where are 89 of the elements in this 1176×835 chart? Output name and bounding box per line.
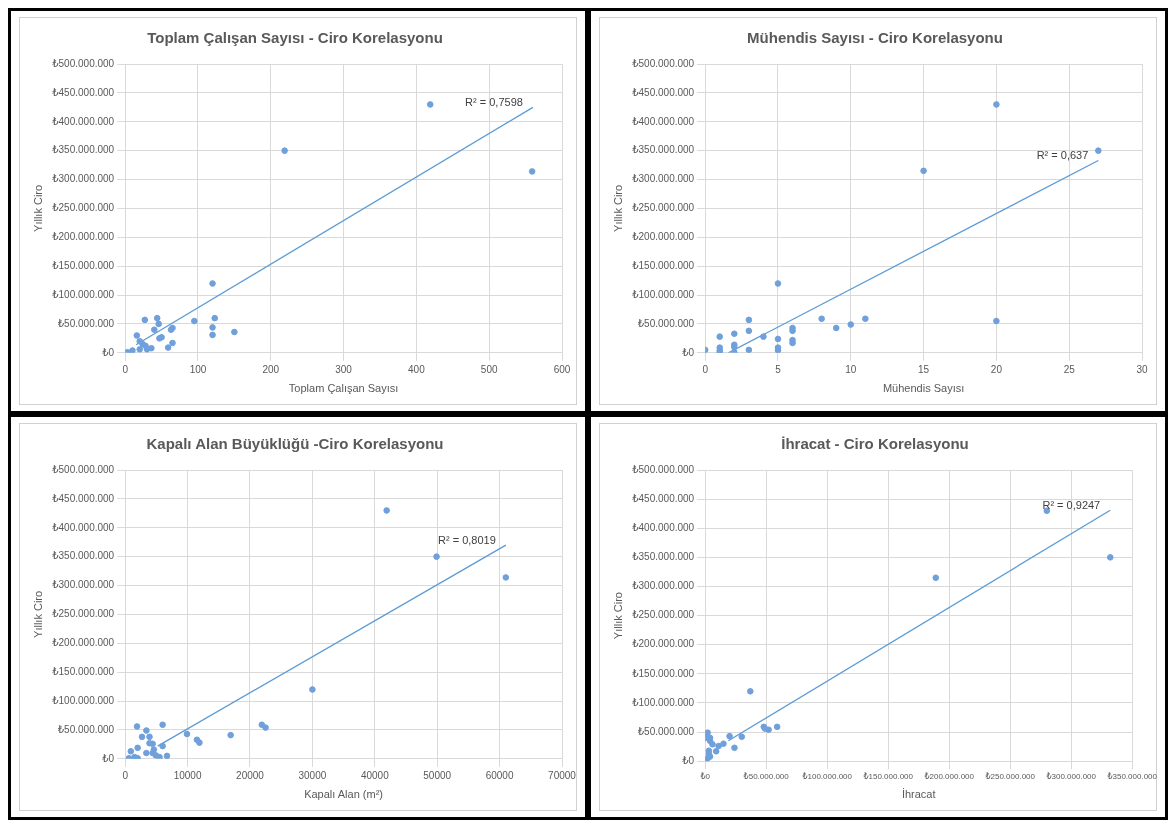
- y-tick-label: ₺300.000.000: [632, 580, 695, 592]
- x-tick-label: 30: [1136, 363, 1148, 375]
- y-tick-label: ₺500.000.000: [632, 463, 695, 475]
- y-tick-label: ₺450.000.000: [632, 492, 695, 504]
- y-axis-title: Yıllık Ciro: [611, 184, 624, 232]
- y-axis-title: Yıllık Ciro: [611, 592, 624, 640]
- x-tick-label: ₺200.000.000: [924, 772, 975, 782]
- x-tick-label: ₺50.000.000: [743, 772, 790, 782]
- y-tick-label: ₺50.000.000: [57, 317, 115, 329]
- y-tick-label: ₺200.000.000: [52, 637, 115, 649]
- y-tick-label: ₺400.000.000: [52, 115, 115, 127]
- y-tick-label: ₺500.000.000: [632, 57, 695, 69]
- x-tick-label: 40000: [360, 769, 390, 781]
- x-tick-label: 300: [335, 363, 353, 375]
- x-tick-label: 60000: [485, 769, 514, 781]
- y-tick-label: ₺100.000.000: [52, 288, 115, 300]
- annotation: R² = 0,637: [1036, 149, 1089, 162]
- y-tick-label: ₺0: [682, 754, 695, 766]
- x-tick-label: 500: [480, 363, 498, 375]
- x-tick-label: 30000: [298, 769, 327, 781]
- x-axis-title: Toplam Çalışan Sayısı: [288, 382, 399, 395]
- y-tick-label: ₺100.000.000: [632, 288, 695, 300]
- x-tick-label: 15: [918, 363, 930, 375]
- y-tick-label: ₺300.000.000: [632, 173, 695, 185]
- y-tick-label: ₺500.000.000: [52, 463, 115, 475]
- y-tick-label: ₺250.000.000: [632, 609, 695, 621]
- y-tick-label: ₺100.000.000: [632, 696, 695, 708]
- y-tick-label: ₺150.000.000: [632, 667, 695, 679]
- annotation: R² = 0,8019: [438, 534, 496, 547]
- y-tick-label: ₺50.000.000: [637, 317, 695, 329]
- y-tick-label: ₺150.000.000: [52, 665, 115, 677]
- y-tick-label: ₺250.000.000: [52, 608, 115, 620]
- x-tick-label: 0: [702, 363, 709, 375]
- y-axis-title: Yıllık Ciro: [31, 184, 44, 232]
- y-tick-label: ₺450.000.000: [632, 86, 695, 98]
- y-tick-label: ₺250.000.000: [632, 202, 695, 214]
- x-tick-label: ₺100.000.000: [802, 772, 853, 782]
- x-axis-title: İhracat: [901, 788, 936, 801]
- y-axis-title: Yıllık Ciro: [31, 590, 44, 638]
- x-tick-label: ₺250.000.000: [985, 772, 1036, 782]
- x-tick-label: 25: [1063, 363, 1076, 375]
- chart-title: Toplam Çalışan Sayısı - Ciro Korelasyonu: [147, 29, 443, 47]
- y-tick-label: ₺0: [102, 346, 115, 358]
- y-tick-label: ₺200.000.000: [632, 231, 695, 243]
- y-tick-label: ₺450.000.000: [52, 86, 115, 98]
- x-tick-label: 600: [553, 363, 571, 375]
- y-tick-label: ₺150.000.000: [52, 259, 115, 271]
- y-tick-label: ₺400.000.000: [52, 521, 115, 533]
- x-tick-label: 50000: [423, 769, 452, 781]
- x-tick-label: 10: [845, 363, 857, 375]
- y-tick-label: ₺350.000.000: [632, 551, 695, 563]
- y-tick-label: ₺250.000.000: [52, 202, 115, 214]
- y-tick-label: ₺200.000.000: [632, 638, 695, 650]
- x-tick-label: 400: [408, 363, 426, 375]
- x-tick-label: 0: [122, 769, 129, 781]
- x-tick-label: 20: [990, 363, 1003, 375]
- x-tick-label: 5: [775, 363, 782, 375]
- y-tick-label: ₺100.000.000: [52, 694, 115, 706]
- chart-title: İhracat - Ciro Korelasyonu: [781, 435, 969, 453]
- y-tick-label: ₺300.000.000: [52, 173, 115, 185]
- y-tick-label: ₺450.000.000: [52, 492, 115, 504]
- x-tick-label: 0: [122, 363, 129, 375]
- y-tick-label: ₺400.000.000: [632, 521, 695, 533]
- chart-title: Mühendis Sayısı - Ciro Korelasyonu: [747, 29, 1003, 47]
- y-tick-label: ₺350.000.000: [52, 144, 115, 156]
- x-axis-title: Kapalı Alan (m²): [304, 788, 384, 801]
- y-tick-label: ₺50.000.000: [57, 723, 115, 735]
- x-tick-label: 20000: [236, 769, 265, 781]
- y-tick-label: ₺400.000.000: [632, 115, 695, 127]
- y-tick-label: ₺50.000.000: [637, 725, 695, 737]
- x-tick-label: ₺150.000.000: [863, 772, 914, 782]
- y-tick-label: ₺300.000.000: [52, 579, 115, 591]
- x-tick-label: ₺350.000.000: [1107, 772, 1158, 782]
- y-tick-label: ₺0: [102, 752, 115, 764]
- x-tick-label: 10000: [173, 769, 202, 781]
- y-tick-label: ₺150.000.000: [632, 259, 695, 271]
- y-tick-label: ₺200.000.000: [52, 231, 115, 243]
- x-tick-label: 100: [189, 363, 207, 375]
- y-tick-label: ₺500.000.000: [52, 57, 115, 69]
- x-tick-label: ₺300.000.000: [1046, 772, 1097, 782]
- x-axis-title: Mühendis Sayısı: [882, 382, 965, 395]
- chart-title: Kapalı Alan Büyüklüğü -Ciro Korelasyonu: [146, 435, 444, 453]
- y-tick-label: ₺0: [682, 346, 695, 358]
- annotation: R² = 0,7598: [465, 96, 523, 109]
- y-tick-label: ₺350.000.000: [52, 550, 115, 562]
- y-tick-label: ₺350.000.000: [632, 144, 695, 156]
- x-tick-label: 200: [262, 363, 280, 375]
- x-tick-label: ₺0: [700, 772, 711, 782]
- x-tick-label: 70000: [548, 769, 577, 781]
